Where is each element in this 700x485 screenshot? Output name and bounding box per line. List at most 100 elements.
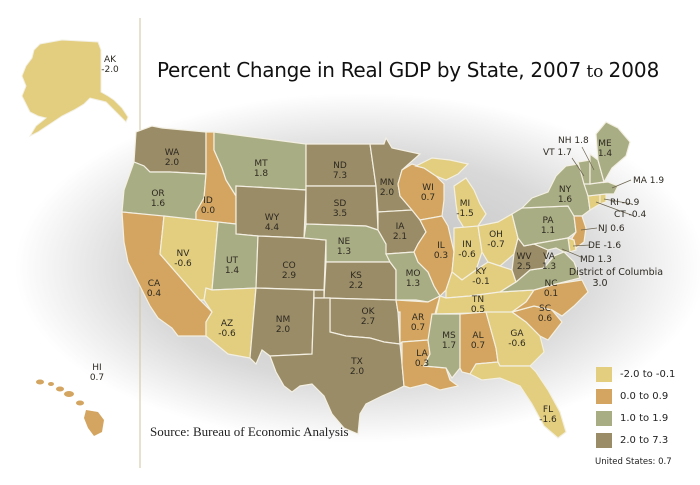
label-ma-abbr: MA bbox=[633, 176, 648, 186]
label-ut-value: 1.4 bbox=[225, 266, 240, 276]
legend-item: 2.0 to 7.3 bbox=[596, 430, 675, 451]
svg-text:MN2.0: MN 2.0 bbox=[380, 178, 395, 198]
label-de-abbr: DE bbox=[588, 241, 601, 251]
label-ak-value: -2.0 bbox=[101, 65, 119, 75]
label-ar-value: 0.7 bbox=[411, 323, 425, 333]
label-ca-abbr: CA bbox=[148, 279, 161, 289]
label-al-value: 0.7 bbox=[471, 341, 485, 351]
label-sd-abbr: SD bbox=[334, 199, 347, 209]
label-co-value: 2.9 bbox=[282, 271, 297, 281]
label-nv-abbr: NV bbox=[177, 249, 191, 259]
legend-item: -2.0 to -0.1 bbox=[596, 364, 675, 385]
label-oh-value: -0.7 bbox=[487, 240, 505, 250]
svg-text:OK2.7: OK 2.7 bbox=[361, 307, 376, 327]
label-al-abbr: AL bbox=[472, 331, 483, 341]
label-ks-abbr: KS bbox=[350, 271, 362, 281]
label-ne-abbr: NE bbox=[338, 237, 351, 247]
state-il bbox=[413, 215, 455, 297]
label-dc-name: District of Columbia bbox=[569, 267, 663, 278]
label-hi-value: 0.7 bbox=[90, 373, 104, 383]
label-co-abbr: CO bbox=[282, 261, 295, 271]
label-wy-value: 4.4 bbox=[265, 223, 280, 233]
label-nd-value: 7.3 bbox=[333, 171, 347, 181]
svg-text:IN-0.6: IN -0.6 bbox=[458, 240, 476, 260]
label-va-value: 1.3 bbox=[542, 262, 556, 272]
label-in-abbr: IN bbox=[462, 240, 471, 250]
label-vt-value: 1.7 bbox=[558, 148, 572, 158]
legend-label: -2.0 to -0.1 bbox=[620, 369, 676, 380]
label-az-value: -0.6 bbox=[218, 329, 236, 339]
svg-text:GA-0.6: GA -0.6 bbox=[508, 329, 526, 349]
svg-text:ID0.0: ID 0.0 bbox=[201, 196, 216, 216]
legend-label: 0.0 to 0.9 bbox=[620, 391, 669, 402]
label-ca-value: 0.4 bbox=[147, 289, 162, 299]
state-ma bbox=[583, 181, 619, 197]
label-mn-value: 2.0 bbox=[380, 188, 395, 198]
svg-text:CA0.4: CA 0.4 bbox=[147, 279, 162, 299]
label-nj-value: 0.6 bbox=[610, 224, 625, 234]
svg-text:NH 1.8: NH 1.8 bbox=[558, 136, 589, 146]
label-pa-abbr: PA bbox=[542, 216, 554, 226]
svg-text:ND7.3: ND 7.3 bbox=[333, 161, 347, 181]
label-wa-value: 2.0 bbox=[165, 158, 180, 168]
svg-text:NJ 0.6: NJ 0.6 bbox=[598, 224, 625, 234]
state-fl bbox=[469, 361, 567, 439]
label-ga-value: -0.6 bbox=[508, 339, 526, 349]
svg-text:MD 1.3: MD 1.3 bbox=[580, 255, 612, 265]
svg-text:AL0.7: AL 0.7 bbox=[471, 331, 485, 351]
svg-text:RI -0.9: RI -0.9 bbox=[610, 198, 640, 208]
label-mi-abbr: MI bbox=[460, 199, 470, 209]
label-ks-value: 2.2 bbox=[349, 281, 363, 291]
label-wv-abbr: WV bbox=[516, 252, 532, 262]
label-nm-value: 2.0 bbox=[276, 325, 291, 335]
state-md bbox=[531, 237, 571, 253]
state-hi bbox=[36, 379, 104, 436]
label-nh-value: 1.8 bbox=[574, 136, 589, 146]
label-ny-value: 1.6 bbox=[558, 195, 573, 205]
label-sc-abbr: SC bbox=[539, 304, 551, 314]
label-wi-value: 0.7 bbox=[421, 193, 435, 203]
label-me-abbr: ME bbox=[598, 139, 612, 149]
svg-text:KS2.2: KS 2.2 bbox=[349, 271, 363, 291]
svg-text:UT1.4: UT 1.4 bbox=[225, 256, 240, 276]
state-nj bbox=[571, 215, 587, 249]
svg-text:AK-2.0: AK -2.0 bbox=[101, 55, 119, 75]
svg-text:TX2.0: TX 2.0 bbox=[350, 357, 365, 377]
label-hi-abbr: HI bbox=[92, 363, 101, 373]
svg-text:PA1.1: PA 1.1 bbox=[541, 216, 555, 236]
svg-text:VA1.3: VA 1.3 bbox=[542, 252, 556, 272]
label-pa-value: 1.1 bbox=[541, 226, 555, 236]
label-nv-value: -0.6 bbox=[174, 259, 192, 269]
svg-text:IL0.3: IL 0.3 bbox=[434, 241, 448, 261]
svg-text:IA2.1: IA 2.1 bbox=[393, 222, 407, 242]
label-vt-abbr: VT bbox=[543, 148, 555, 158]
label-ut-abbr: UT bbox=[226, 256, 239, 266]
svg-text:MI-1.5: MI -1.5 bbox=[456, 199, 474, 219]
us-total: United States: 0.7 bbox=[595, 457, 672, 467]
svg-text:FL-1.6: FL -1.6 bbox=[539, 405, 557, 425]
label-me-value: 1.4 bbox=[598, 149, 613, 159]
legend-swatch bbox=[596, 367, 612, 382]
label-id-abbr: ID bbox=[203, 196, 213, 206]
label-va-abbr: VA bbox=[543, 252, 556, 262]
svg-text:KY-0.1: KY -0.1 bbox=[472, 267, 490, 287]
label-ri-value: -0.9 bbox=[622, 198, 640, 208]
label-ny-abbr: NY bbox=[559, 185, 572, 195]
label-tn-abbr: TN bbox=[471, 295, 484, 305]
label-sc-value: 0.6 bbox=[538, 314, 553, 324]
label-fl-value: -1.6 bbox=[539, 415, 557, 425]
title-year-end: 2008 bbox=[608, 58, 660, 82]
legend-label: 2.0 to 7.3 bbox=[620, 435, 669, 446]
svg-text:WY4.4: WY 4.4 bbox=[265, 213, 280, 233]
legend: -2.0 to -0.1 0.0 to 0.9 1.0 to 1.9 2.0 t… bbox=[596, 364, 675, 452]
label-nm-abbr: NM bbox=[276, 315, 291, 325]
svg-text:SD3.5: SD 3.5 bbox=[333, 199, 347, 219]
label-tx-value: 2.0 bbox=[350, 367, 365, 377]
label-il-value: 0.3 bbox=[434, 251, 448, 261]
svg-text:MA 1.9: MA 1.9 bbox=[633, 176, 664, 186]
label-oh-abbr: OH bbox=[489, 230, 503, 240]
svg-text:DE -1.6: DE -1.6 bbox=[588, 241, 621, 251]
label-dc-value: 3.0 bbox=[592, 278, 607, 289]
